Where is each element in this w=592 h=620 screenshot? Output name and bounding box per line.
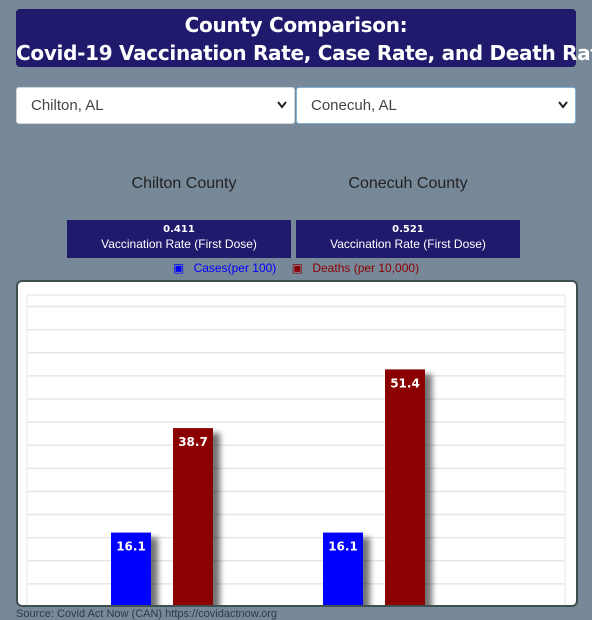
legend-cases-marker-icon: ▣ [172,261,185,275]
vaccination-rate-value-right: 0.521 [392,224,424,235]
legend-cases-label: Cases(per 100) [193,261,277,275]
bar-value-label: 38.7 [178,435,208,449]
chevron-down-icon [276,88,288,136]
title-line-1: County Comparison: [184,13,408,37]
bar-cases-chilton [111,532,151,605]
bar-deaths-conecuh [385,369,425,605]
vaccination-rate-box-left: 0.411 Vaccination Rate (First Dose) [67,220,291,258]
county-select-left[interactable]: Chilton, AL [16,87,295,124]
legend-deaths-label: Deaths (per 10,000) [312,261,420,275]
vaccination-rate-box-right: 0.521 Vaccination Rate (First Dose) [296,220,520,258]
legend-cases: ▣ Cases(per 100) [170,261,279,275]
county-name-left: Chilton County [131,175,237,192]
legend-deaths: ▣ Deaths (per 10,000) [289,261,422,275]
title-line-2: Covid-19 Vaccination Rate, Case Rate, an… [16,41,592,65]
county-select-right[interactable]: Conecuh, AL [296,87,576,124]
plot-area-frame [26,294,566,605]
bar-value-label: 16.1 [116,540,146,554]
chevron-down-icon [557,88,569,136]
legend-deaths-marker-icon: ▣ [291,261,303,275]
source-note: Source: Covid Act Now (CAN) https://covi… [16,608,278,620]
bar-value-label: 16.1 [328,540,358,554]
vaccination-rate-value-left: 0.411 [163,224,195,235]
county-select-left-value: Chilton, AL [31,97,104,114]
page-title: County Comparison: Covid-19 Vaccination … [16,9,592,67]
vaccination-rate-label-left: Vaccination Rate (First Dose) [101,237,257,251]
bar-deaths-chilton [173,428,213,605]
chart-card: 16.1 38.7 16.1 51.4 [16,280,578,607]
bar-value-label: 51.4 [390,376,420,390]
county-name-right: Conecuh County [348,175,468,192]
county-select-right-value: Conecuh, AL [311,97,397,114]
bar-cases-conecuh [323,532,363,605]
vaccination-rate-label-right: Vaccination Rate (First Dose) [330,237,486,251]
bar-chart: 16.1 38.7 16.1 51.4 [26,294,566,605]
chart-legend: ▣ Cases(per 100) ▣ Deaths (per 10,000) [0,261,592,275]
